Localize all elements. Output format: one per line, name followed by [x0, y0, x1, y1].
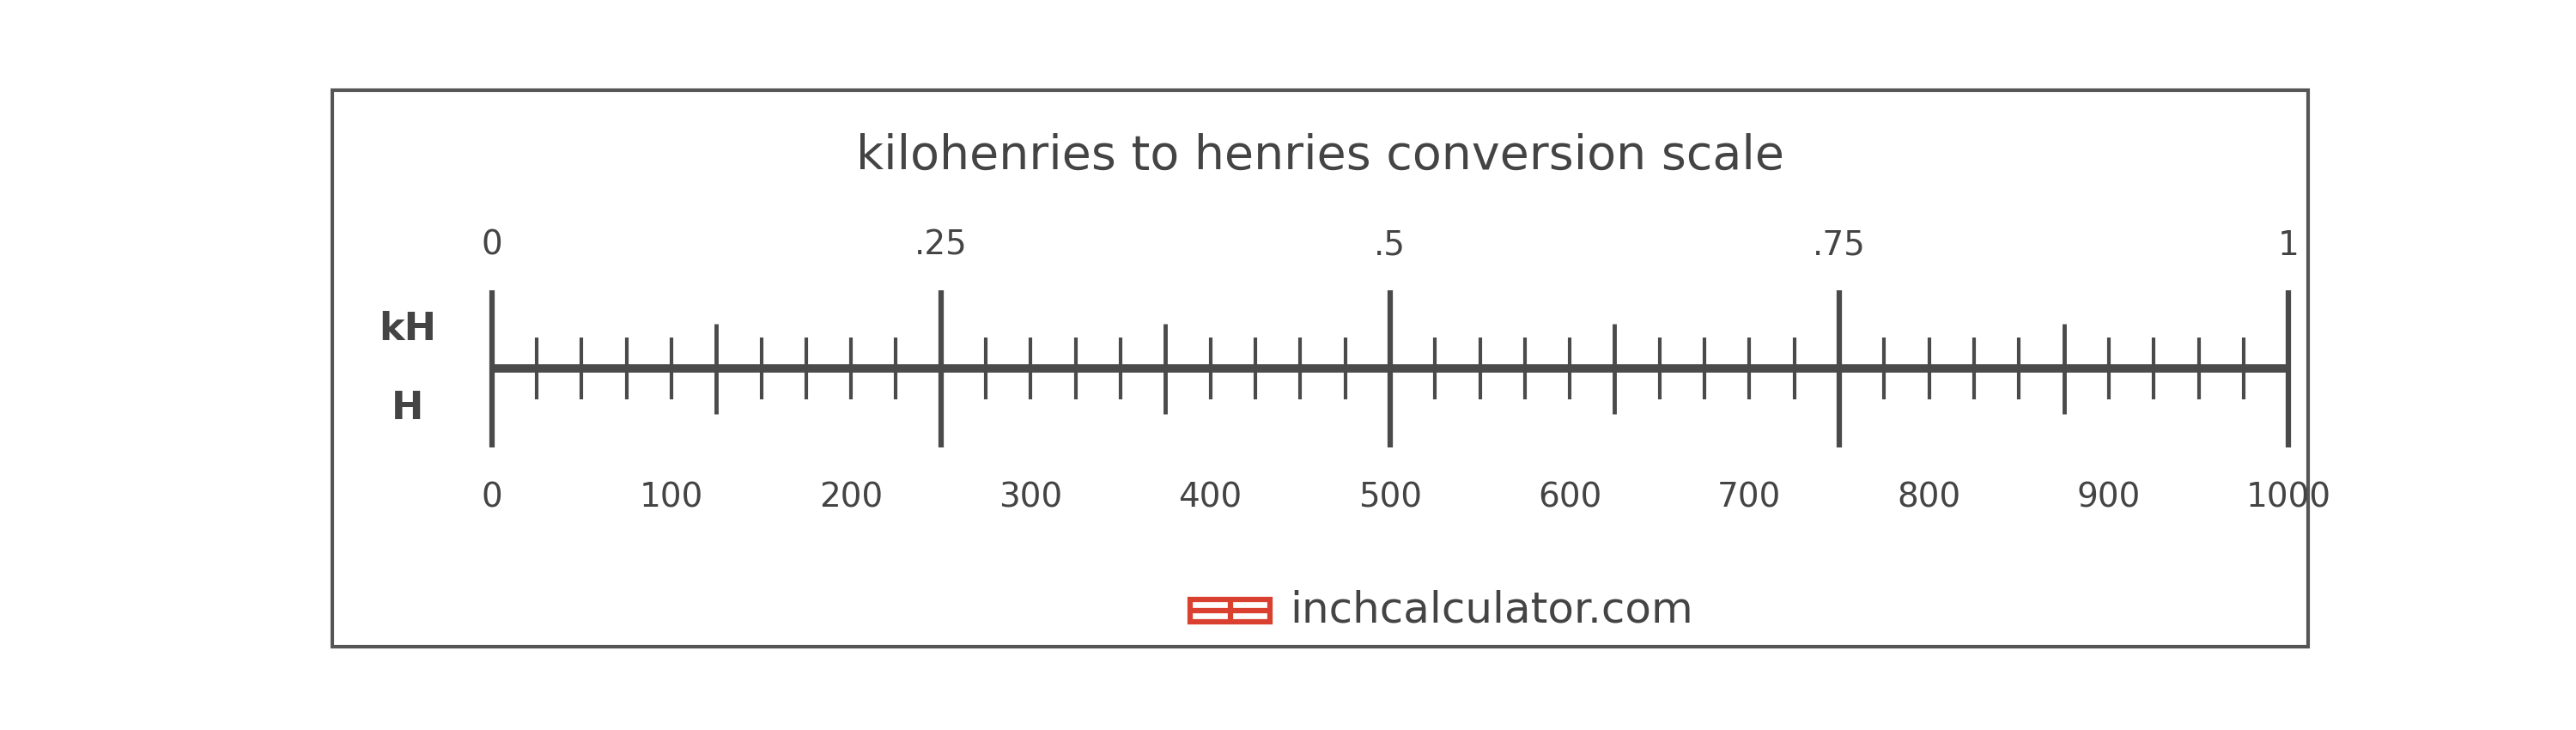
Text: 1: 1 — [2277, 229, 2300, 262]
Text: 500: 500 — [1358, 481, 1422, 514]
Text: 1000: 1000 — [2246, 481, 2331, 514]
Text: .25: .25 — [914, 229, 969, 262]
Text: 900: 900 — [2076, 481, 2141, 514]
Text: inchcalculator.com: inchcalculator.com — [1291, 590, 1692, 631]
Text: 800: 800 — [1896, 481, 1960, 514]
Text: .5: .5 — [1373, 229, 1406, 262]
Text: kilohenries to henries conversion scale: kilohenries to henries conversion scale — [855, 133, 1785, 179]
Text: 400: 400 — [1180, 481, 1242, 514]
Text: 300: 300 — [999, 481, 1061, 514]
Text: 200: 200 — [819, 481, 884, 514]
Text: 100: 100 — [639, 481, 703, 514]
Text: 700: 700 — [1718, 481, 1783, 514]
Text: .75: .75 — [1814, 229, 1865, 262]
Text: 600: 600 — [1538, 481, 1602, 514]
Text: kH: kH — [379, 311, 435, 347]
Text: 0: 0 — [482, 229, 502, 262]
Bar — [1190, 599, 1270, 622]
Text: H: H — [392, 390, 425, 426]
Text: 0: 0 — [482, 481, 502, 514]
